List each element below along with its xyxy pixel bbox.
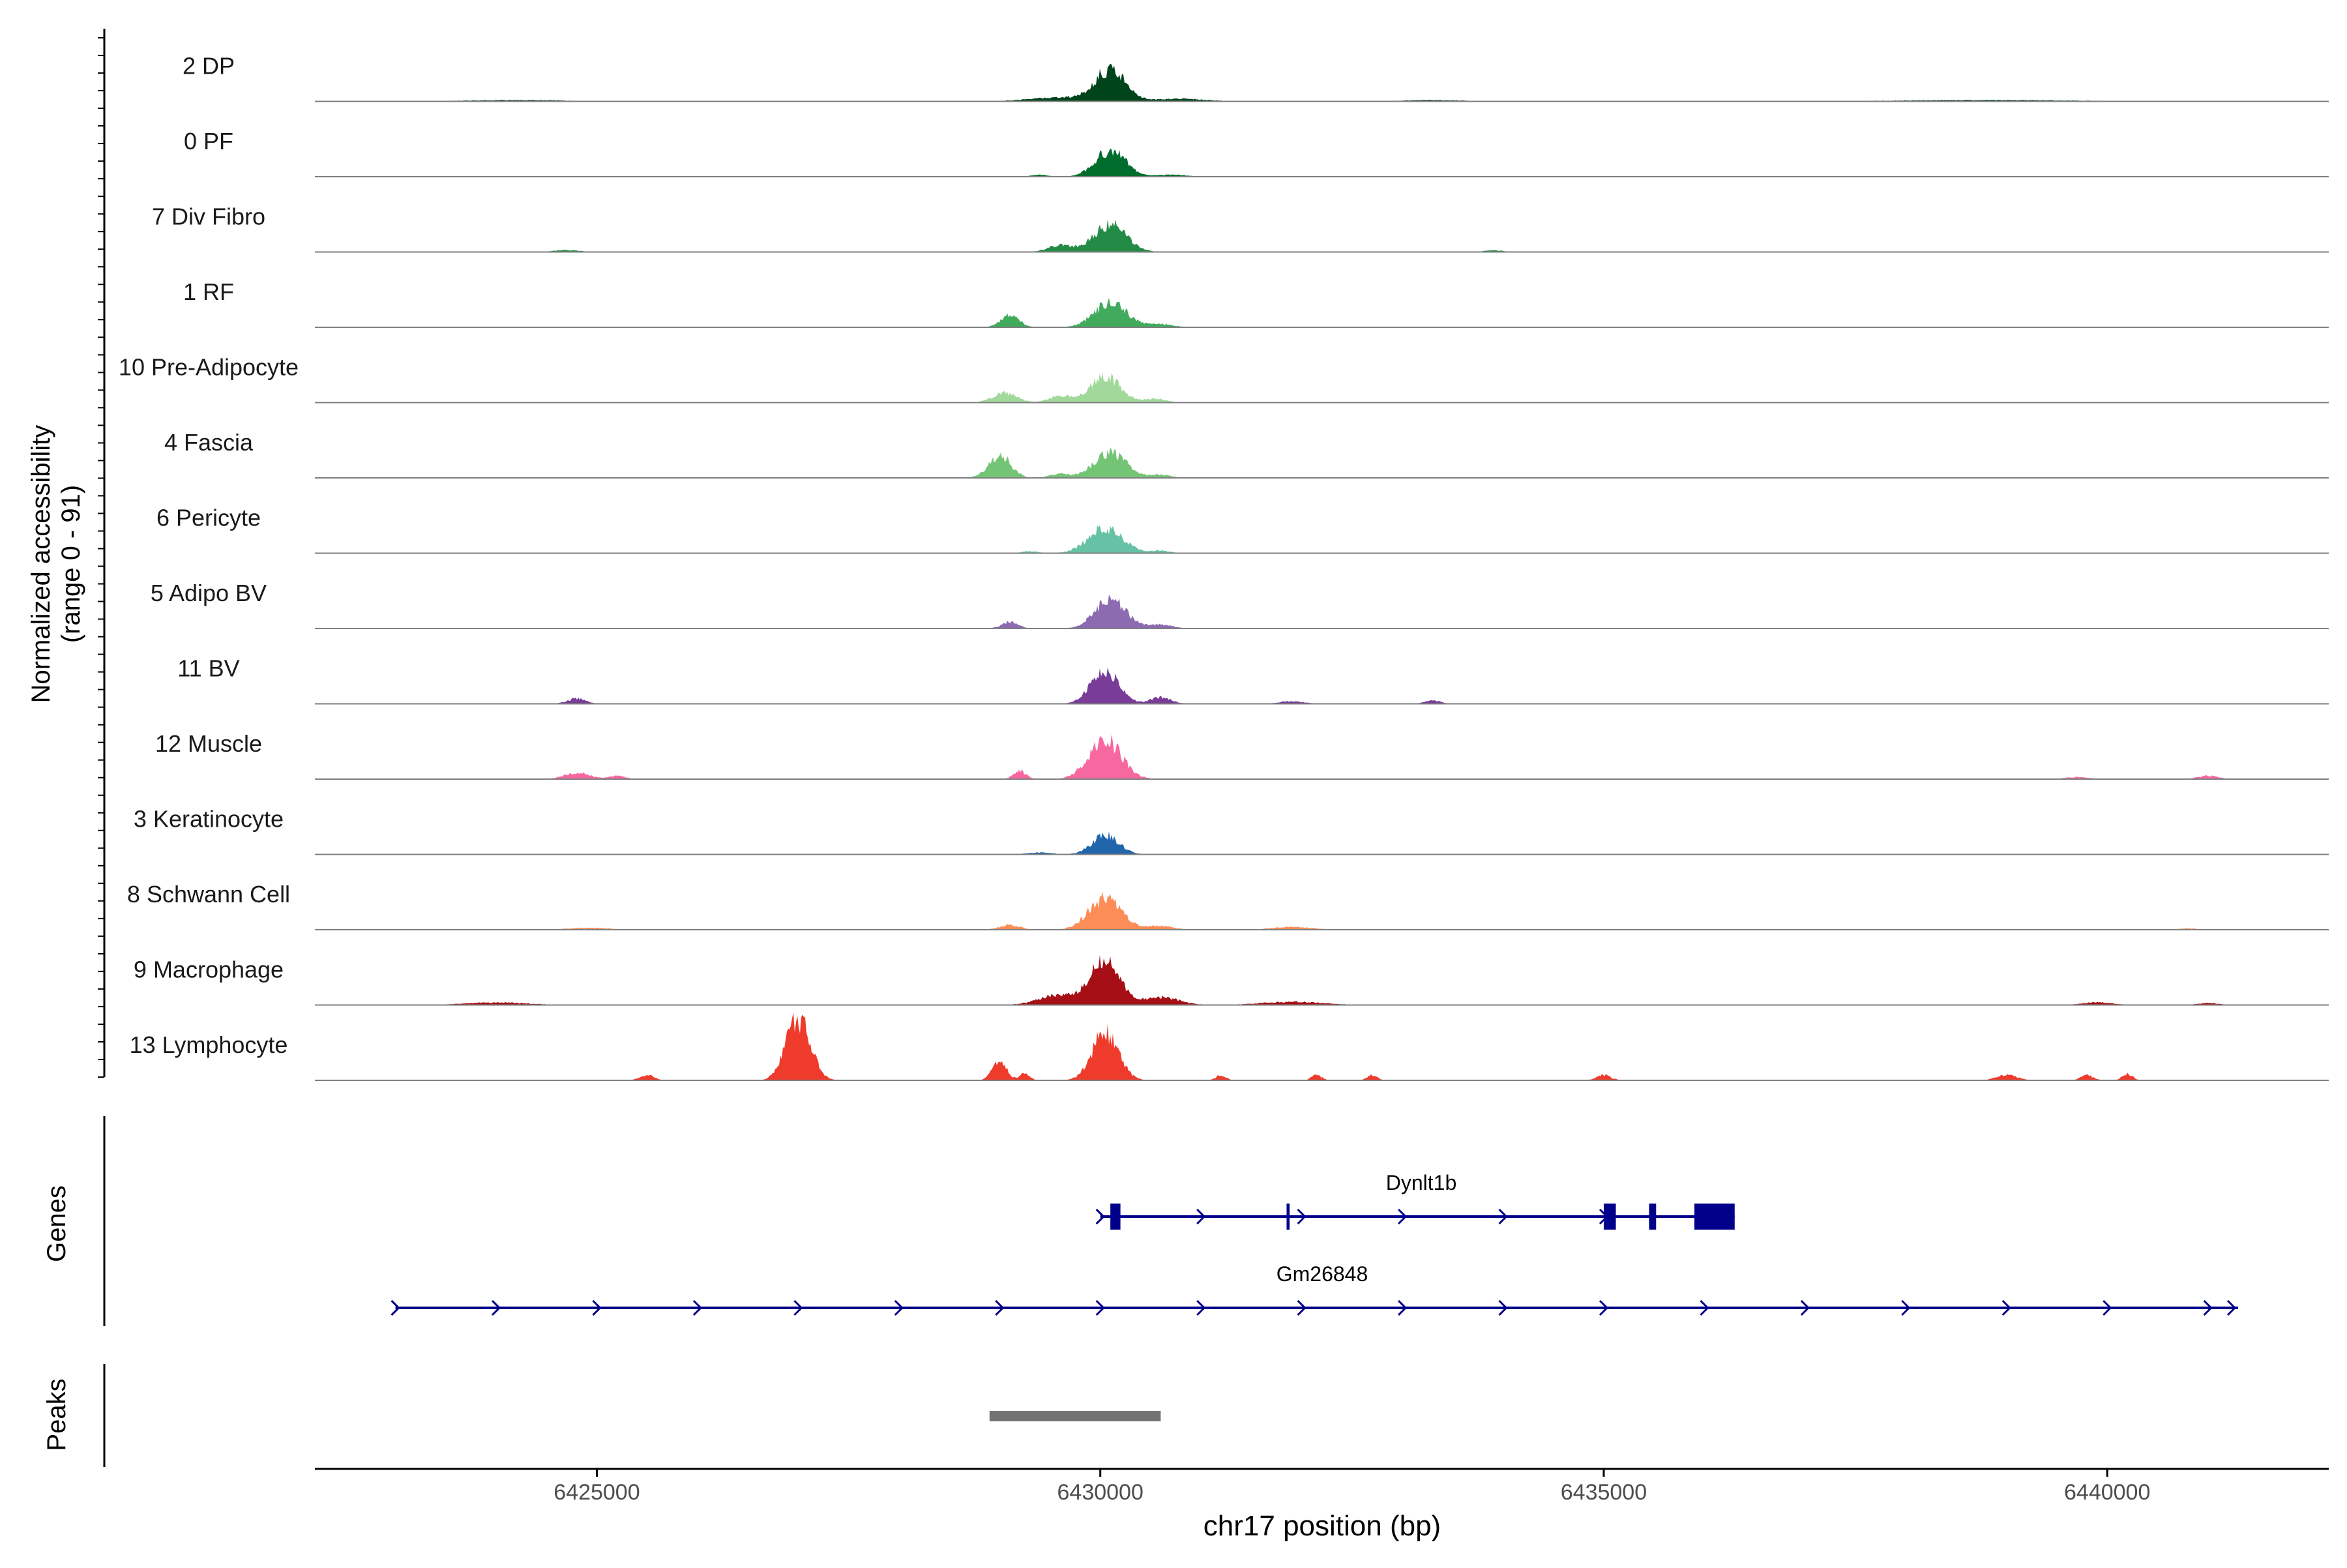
strand-arrow xyxy=(1700,1299,1709,1316)
track-label-0: 2 DP xyxy=(183,53,235,80)
exon-3 xyxy=(1649,1204,1657,1230)
track-label-10: 3 Keratinocyte xyxy=(134,806,284,833)
track-label-7: 5 Adipo BV xyxy=(151,580,267,606)
track-10: 3 Keratinocyte xyxy=(134,806,2329,855)
coverage-area-1 xyxy=(315,149,2329,177)
track-8: 11 BV xyxy=(177,655,2329,705)
strand-arrow xyxy=(2001,1299,2011,1316)
strand-arrow xyxy=(1297,1299,1306,1316)
strand-arrow xyxy=(1599,1299,1609,1316)
gene-gm26848: Gm26848 xyxy=(391,1262,2238,1316)
strand-arrow xyxy=(1498,1208,1508,1225)
strand-arrow xyxy=(1901,1299,1911,1316)
track-11: 8 Schwann Cell xyxy=(127,881,2329,930)
strand-arrow xyxy=(1095,1299,1105,1316)
track-12: 9 Macrophage xyxy=(134,954,2329,1006)
strand-arrow xyxy=(1498,1299,1508,1316)
x-tick-label: 6440000 xyxy=(2064,1480,2150,1505)
coverage-area-13 xyxy=(315,1013,2329,1080)
track-1: 0 PF xyxy=(184,128,2329,177)
track-label-9: 12 Muscle xyxy=(155,730,262,757)
track-label-12: 9 Macrophage xyxy=(134,956,284,983)
strand-arrow xyxy=(1196,1208,1206,1225)
genes-axis-label: Genes xyxy=(42,1185,71,1262)
exon-2 xyxy=(1603,1204,1616,1230)
strand-arrow xyxy=(692,1299,703,1316)
strand-arrow xyxy=(995,1299,1005,1316)
peaks-layer xyxy=(989,1411,1161,1421)
coverage-area-12 xyxy=(315,954,2329,1005)
track-7: 5 Adipo BV xyxy=(151,580,2329,629)
strand-arrow xyxy=(2103,1299,2112,1316)
track-3: 1 RF xyxy=(183,278,2329,328)
exon-4 xyxy=(1694,1204,1735,1230)
strand-arrow xyxy=(1095,1208,1105,1225)
track-6: 6 Pericyte xyxy=(156,505,2329,554)
coverage-area-5 xyxy=(315,447,2329,478)
track-label-4: 10 Pre-Adipocyte xyxy=(119,354,299,381)
coverage-area-0 xyxy=(315,63,2329,102)
track-label-8: 11 BV xyxy=(177,655,239,682)
axis-layer: 6425000 6430000 6435000 6440000 xyxy=(98,29,2329,1505)
exon-1 xyxy=(1286,1204,1290,1230)
gene-label-0: Dynlt1b xyxy=(1386,1171,1457,1194)
x-tick-label: 6430000 xyxy=(1057,1480,1144,1505)
track-label-6: 6 Pericyte xyxy=(156,505,261,531)
genes-layer: Dynlt1b Gm26848 xyxy=(391,1171,2238,1316)
track-13: 13 Lymphocyte xyxy=(130,1013,2329,1081)
track-5: 4 Fascia xyxy=(164,429,2329,479)
strand-arrow xyxy=(793,1299,803,1316)
tracks-layer: 2 DP 0 PF 7 Div Fibro 1 RF 10 Pre-Adipocyte 4… xyxy=(119,53,2329,1081)
strand-arrow xyxy=(2226,1299,2237,1316)
peak-region-0 xyxy=(989,1411,1161,1421)
track-label-2: 7 Div Fibro xyxy=(152,203,265,230)
strand-arrow xyxy=(2203,1299,2213,1316)
track-4: 10 Pre-Adipocyte xyxy=(119,354,2329,404)
coverage-area-10 xyxy=(315,831,2329,855)
track-0: 2 DP xyxy=(183,53,2329,102)
track-2: 7 Div Fibro xyxy=(152,203,2329,253)
x-tick-label: 6435000 xyxy=(1561,1480,1647,1505)
coverage-area-11 xyxy=(315,891,2329,930)
gene-dynlt1b: Dynlt1b xyxy=(1095,1171,1735,1230)
strand-arrow xyxy=(1397,1208,1408,1225)
coverage-area-4 xyxy=(315,372,2329,403)
track-label-5: 4 Fascia xyxy=(164,429,254,456)
coverage-area-9 xyxy=(315,734,2329,779)
track-label-1: 0 PF xyxy=(184,128,233,155)
strand-arrow xyxy=(894,1299,904,1316)
track-label-3: 1 RF xyxy=(183,278,234,305)
strand-arrow xyxy=(592,1299,602,1316)
coverage-area-7 xyxy=(315,595,2329,629)
peaks-axis-label: Peaks xyxy=(42,1378,71,1451)
coverage-area-3 xyxy=(315,297,2329,327)
coverage-area-2 xyxy=(315,219,2329,252)
strand-arrow xyxy=(391,1299,400,1316)
strand-arrow xyxy=(1800,1299,1810,1316)
strand-arrow xyxy=(1196,1299,1206,1316)
strand-arrow xyxy=(1297,1208,1306,1225)
coverage-area-8 xyxy=(315,667,2329,704)
strand-arrow xyxy=(491,1299,501,1316)
coverage-area-6 xyxy=(315,525,2329,554)
gene-label-1: Gm26848 xyxy=(1277,1262,1368,1286)
track-9: 12 Muscle xyxy=(155,730,2329,780)
strand-arrow xyxy=(1397,1299,1408,1316)
y-axis-label-line1: Normalized accessibility xyxy=(27,425,55,703)
y-axis-label-line2: (range 0 - 91) xyxy=(57,485,85,643)
exon-0 xyxy=(1110,1204,1121,1230)
x-tick-label: 6425000 xyxy=(554,1480,640,1505)
track-label-13: 13 Lymphocyte xyxy=(130,1031,288,1058)
track-label-11: 8 Schwann Cell xyxy=(127,881,290,908)
x-axis-label: chr17 position (bp) xyxy=(1203,1510,1441,1542)
